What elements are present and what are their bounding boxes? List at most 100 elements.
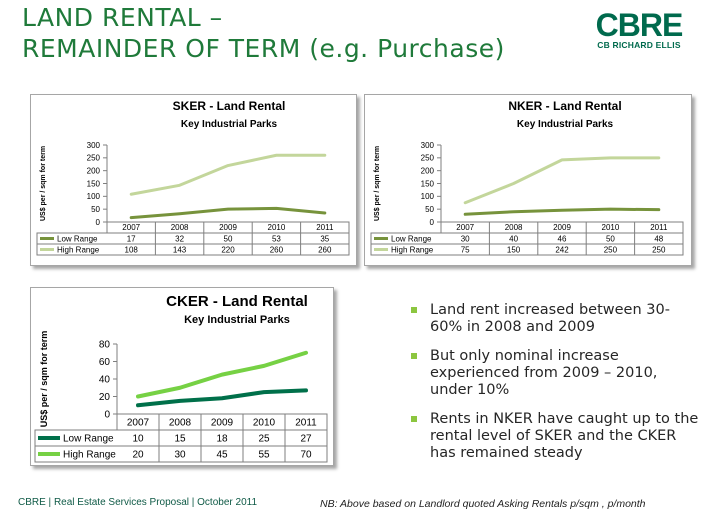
data-label: 242 xyxy=(555,245,569,254)
data-label: 143 xyxy=(173,245,187,254)
y-tick-label: 60 xyxy=(99,357,111,368)
legend-label: Low Range xyxy=(57,234,98,243)
data-label: 30 xyxy=(461,234,470,243)
x-category-label: 2008 xyxy=(505,223,523,232)
y-tick-label: 40 xyxy=(99,375,111,386)
y-axis-label: US$ per / sqm for term xyxy=(40,146,47,221)
data-label: 20 xyxy=(132,450,144,461)
chart-subtitle: Key Industrial Parks xyxy=(517,119,614,130)
y-tick-label: 150 xyxy=(421,179,435,188)
chart-subtitle: Key Industrial Parks xyxy=(184,314,290,326)
y-tick-label: 250 xyxy=(87,154,101,163)
bullet-item: Land rent increased between 30-60% in 20… xyxy=(410,302,700,336)
x-category-label: 2007 xyxy=(122,223,140,232)
x-category-label: 2011 xyxy=(295,418,317,429)
bullet-list: Land rent increased between 30-60% in 20… xyxy=(410,302,700,474)
data-label: 75 xyxy=(461,245,470,254)
y-tick-label: 20 xyxy=(99,392,111,403)
x-category-label: 2007 xyxy=(127,418,150,429)
x-category-label: 2007 xyxy=(456,223,474,232)
legend-label: High Range xyxy=(63,450,116,461)
y-axis-label: US$ per / sqm for term xyxy=(39,331,49,428)
data-label: 17 xyxy=(127,234,136,243)
y-tick-label: 250 xyxy=(421,154,435,163)
series-line-high-range xyxy=(129,153,327,196)
bullet-item: Rents in NKER have caught up to the rent… xyxy=(410,411,700,462)
y-tick-label: 200 xyxy=(87,166,101,175)
y-tick-label: 0 xyxy=(430,218,435,227)
bullet-square-icon xyxy=(411,307,417,313)
chart-panel-nker: NKER - Land Rental Key Industrial Parks US… xyxy=(364,94,692,266)
table-series-row xyxy=(36,243,350,256)
x-category-label: 2009 xyxy=(219,223,237,232)
chart-subtitle: Key Industrial Parks xyxy=(181,119,278,130)
y-tick-label: 0 xyxy=(96,218,101,227)
data-label: 25 xyxy=(258,434,270,445)
series-line-low-range xyxy=(129,206,327,220)
bullet-square-icon xyxy=(411,416,417,422)
chart-sker: SKER - Land Rental Key Industrial Parks US… xyxy=(36,99,350,256)
y-tick-label: 300 xyxy=(87,141,101,150)
footer-credit: CBRE | Real Estate Services Proposal | O… xyxy=(18,497,258,508)
y-tick-label: 0 xyxy=(104,410,110,421)
table-series-row xyxy=(370,243,684,256)
data-label: 32 xyxy=(175,234,184,243)
data-label: 220 xyxy=(221,245,235,254)
data-label: 46 xyxy=(558,234,567,243)
chart-panel-cker: CKER - Land Rental Key Industrial Parks US… xyxy=(30,287,334,466)
y-axis-label: US$ per / sqm for term xyxy=(374,146,381,221)
y-tick-label: 50 xyxy=(425,205,434,214)
slide-title: LAND RENTAL – REMAINDER OF TERM (e.g. Pu… xyxy=(22,2,505,64)
y-tick-label: 100 xyxy=(87,192,101,201)
x-category-label: 2010 xyxy=(268,223,286,232)
cbre-logo: CBRE CB RICHARD ELLIS xyxy=(591,7,687,50)
data-label: 30 xyxy=(174,450,186,461)
data-label: 35 xyxy=(320,234,329,243)
data-label: 150 xyxy=(507,245,521,254)
data-label: 108 xyxy=(125,245,139,254)
slide-title-line-2: REMAINDER OF TERM (e.g. Purchase) xyxy=(22,34,505,63)
bullet-item: But only nominal increase experienced fr… xyxy=(410,348,700,399)
logo-subtitle: CB RICHARD ELLIS xyxy=(597,40,681,50)
logo-wordmark: CBRE xyxy=(595,7,684,43)
data-label: 55 xyxy=(258,450,270,461)
data-label: 18 xyxy=(216,434,228,445)
bullet-text: Land rent increased between 30-60% in 20… xyxy=(430,302,670,335)
x-category-label: 2008 xyxy=(171,223,189,232)
data-label: 10 xyxy=(132,434,144,445)
x-category-label: 2009 xyxy=(553,223,571,232)
data-label: 15 xyxy=(174,434,186,445)
chart-panel-sker: SKER - Land Rental Key Industrial Parks US… xyxy=(30,94,357,266)
data-label: 40 xyxy=(509,234,518,243)
data-label: 48 xyxy=(654,234,663,243)
x-category-label: 2008 xyxy=(169,418,192,429)
legend-label: High Range xyxy=(391,245,434,254)
legend-label: Low Range xyxy=(391,234,432,243)
y-tick-label: 50 xyxy=(91,205,100,214)
x-category-label: 2011 xyxy=(316,223,334,232)
legend-label: Low Range xyxy=(63,434,114,445)
data-label: 260 xyxy=(318,245,332,254)
data-label: 53 xyxy=(272,234,281,243)
data-label: 250 xyxy=(604,245,618,254)
slide-title-line-1: LAND RENTAL – xyxy=(22,3,223,32)
table-series-row xyxy=(34,445,328,463)
x-category-label: 2011 xyxy=(650,223,668,232)
chart-cker: CKER - Land Rental Key Industrial Parks US… xyxy=(34,293,328,463)
series-line-high-range xyxy=(463,156,661,205)
y-tick-label: 80 xyxy=(99,340,111,351)
y-tick-label: 150 xyxy=(87,179,101,188)
x-category-label: 2010 xyxy=(602,223,620,232)
y-tick-label: 100 xyxy=(421,192,435,201)
footer-note: NB: Above based on Landlord quoted Askin… xyxy=(320,498,646,510)
data-label: 27 xyxy=(300,434,312,445)
chart-title: NKER - Land Rental xyxy=(508,99,621,113)
chart-title: SKER - Land Rental xyxy=(173,99,286,113)
x-category-label: 2010 xyxy=(253,418,276,429)
chart-title: CKER - Land Rental xyxy=(166,293,308,310)
data-label: 50 xyxy=(606,234,615,243)
data-label: 50 xyxy=(224,234,233,243)
data-label: 260 xyxy=(270,245,284,254)
y-tick-label: 200 xyxy=(421,166,435,175)
legend-label: High Range xyxy=(57,245,100,254)
